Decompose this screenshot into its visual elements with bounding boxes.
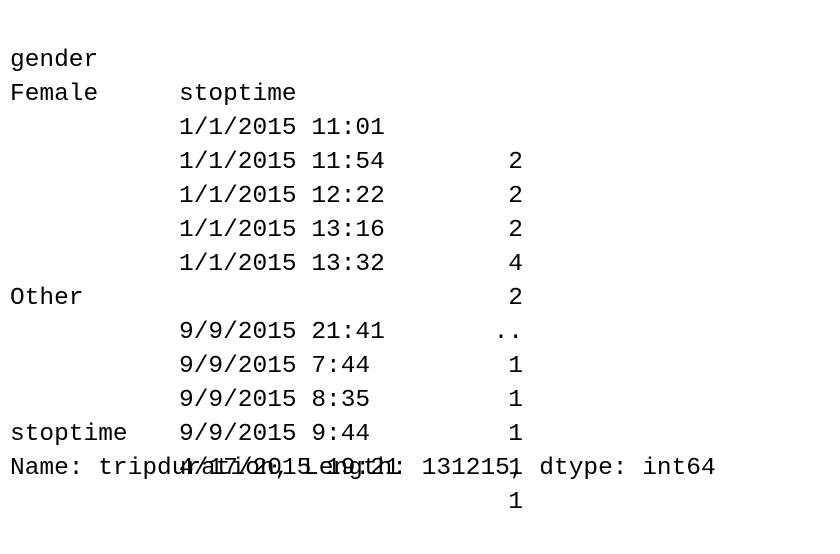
stoptime-cell: 1/1/2015 13:16 xyxy=(179,217,385,244)
stoptime-cell: 9/9/2015 21:41 xyxy=(179,319,385,346)
stoptime-cell: 1/1/2015 13:32 xyxy=(179,251,385,278)
table-row: Other 9/9/2015 21:41 1 xyxy=(10,248,835,380)
value-cell: 1 xyxy=(508,353,523,380)
index-name-gender: gender xyxy=(10,47,99,74)
stoptime-cell: 1/1/2015 12:22 xyxy=(179,183,385,210)
ellipsis-marker: .. xyxy=(493,319,523,346)
table-row: 1/1/2015 12:22 2 xyxy=(10,112,835,244)
value-cell: 2 xyxy=(508,183,523,210)
table-row: 9/9/2015 8:35 1 xyxy=(10,316,835,448)
gender-cell: Female xyxy=(10,81,99,108)
value-cell: 4 xyxy=(508,251,523,278)
value-cell: 2 xyxy=(508,217,523,244)
gender-cell: Other xyxy=(10,285,84,312)
stoptime-cell: 1/1/2015 11:01 xyxy=(179,115,385,142)
value-cell: 2 xyxy=(508,149,523,176)
ellipsis-row: .. xyxy=(10,214,835,346)
value-cell: 1 xyxy=(508,421,523,448)
footer-row: Name: tripduration, Length: 131215, dtyp… xyxy=(10,418,835,482)
stoptime-cell: 9/9/2015 8:35 xyxy=(179,387,371,414)
value-cell: 1 xyxy=(508,489,523,516)
index-name-stoptime: stoptime xyxy=(179,81,297,108)
table-row: 1/1/2015 13:32 2 xyxy=(10,180,835,312)
series-summary: Name: tripduration, Length: 131215, dtyp… xyxy=(10,455,716,482)
series-output: gender stoptime Female 1/1/2015 11:01 2 … xyxy=(10,10,835,516)
stoptime-cell: 1/1/2015 11:54 xyxy=(179,149,385,176)
header-row: gender stoptime xyxy=(10,10,835,108)
gender-cell: stoptime xyxy=(10,421,128,448)
value-cell: 1 xyxy=(508,387,523,414)
table-row: 1/1/2015 13:16 4 xyxy=(10,146,835,278)
table-row: Female 1/1/2015 11:01 2 xyxy=(10,44,835,176)
table-row: stoptime 4/17/2015 19:21 1 xyxy=(10,384,835,516)
stoptime-cell: 9/9/2015 7:44 xyxy=(179,353,371,380)
value-cell: 2 xyxy=(508,285,523,312)
table-row: 1/1/2015 11:54 2 xyxy=(10,78,835,210)
table-row: 9/9/2015 9:44 1 xyxy=(10,350,835,482)
table-row: 9/9/2015 7:44 1 xyxy=(10,282,835,414)
stoptime-cell: 9/9/2015 9:44 xyxy=(179,421,371,448)
